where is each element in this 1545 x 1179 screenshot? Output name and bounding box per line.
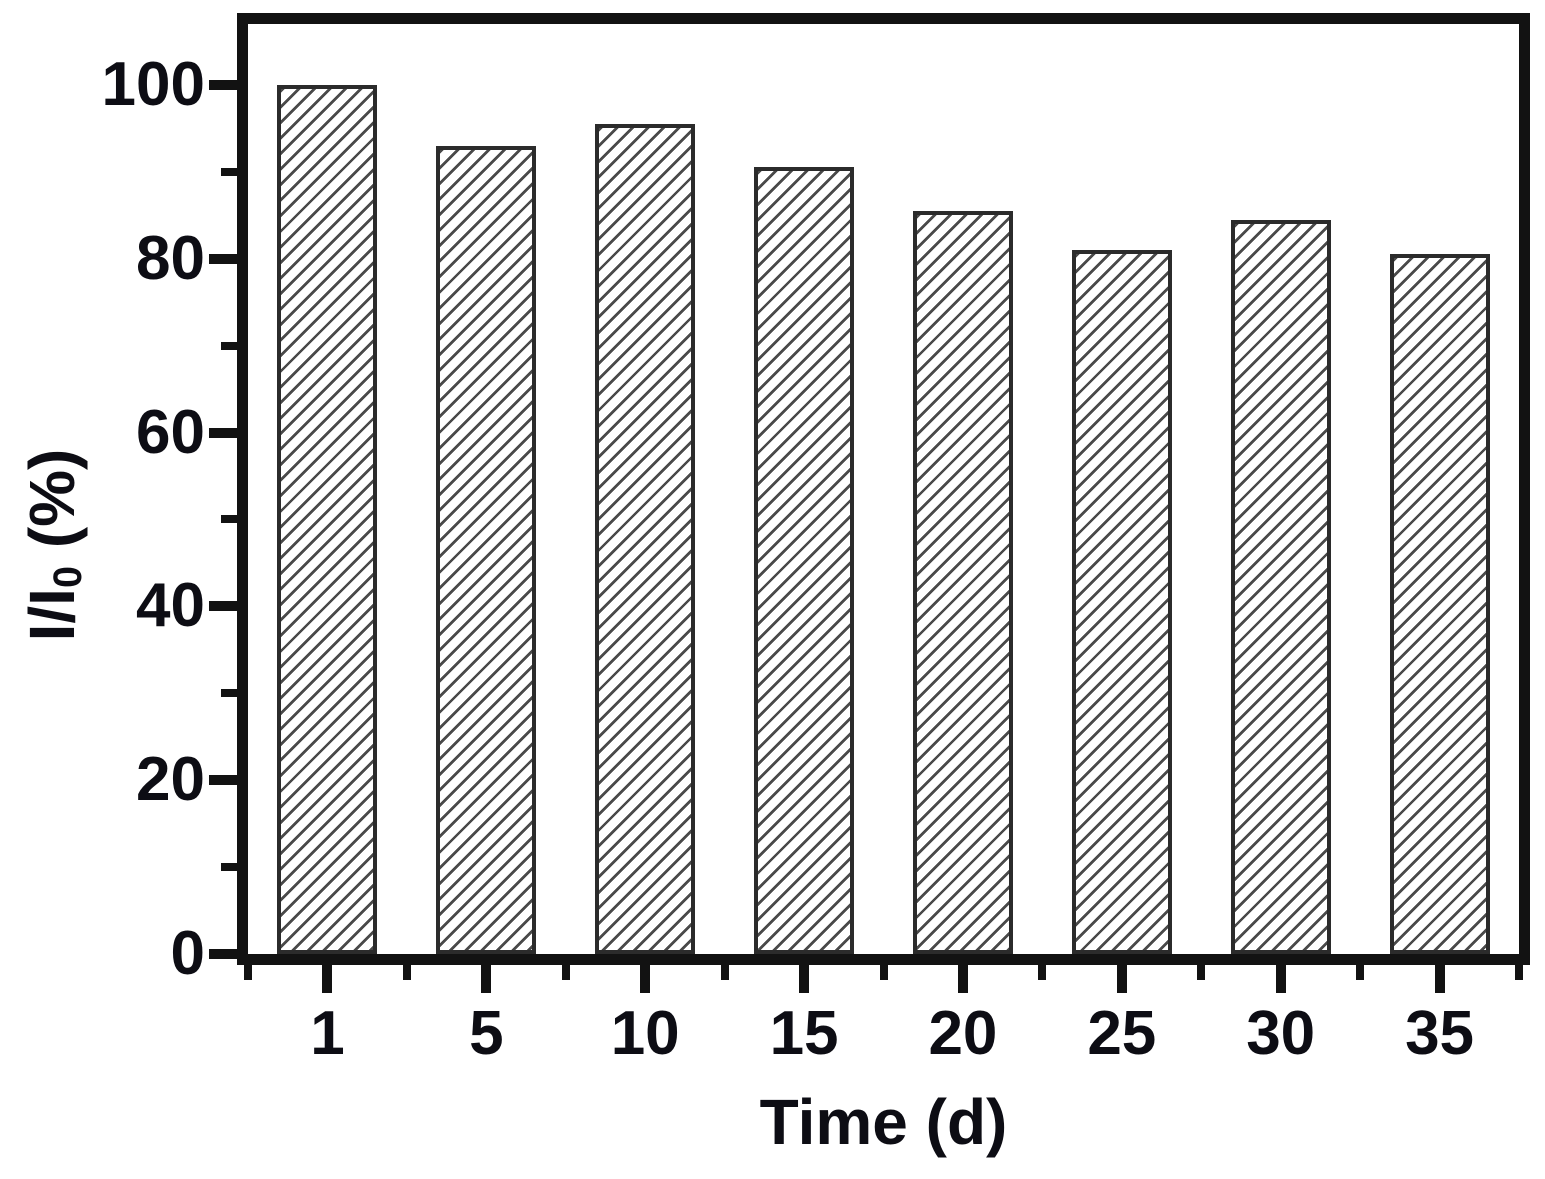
y-axis-major-tick [209, 79, 237, 90]
x-axis-minor-tick [1038, 965, 1047, 980]
y-axis-major-tick [209, 949, 237, 959]
x-axis-minor-tick [1197, 965, 1206, 980]
x-axis-minor-tick [561, 965, 570, 980]
x-axis-minor-tick [1356, 965, 1365, 980]
y-axis-tick-label: 0 [170, 919, 205, 988]
bar-day-5 [436, 145, 537, 954]
y-axis-minor-tick [221, 341, 237, 350]
y-axis-tick-label: 60 [136, 397, 205, 467]
x-axis-tick-label: 15 [769, 999, 839, 1068]
x-axis-tick-label: 10 [610, 999, 680, 1068]
x-axis-major-tick [1434, 965, 1445, 993]
x-axis-tick-label: 5 [469, 999, 504, 1068]
x-axis-tick-label: 20 [928, 999, 998, 1068]
y-axis-major-tick [209, 427, 237, 438]
y-axis-major-tick [209, 601, 237, 612]
x-axis-major-tick [481, 965, 492, 993]
x-axis-tick-label: 35 [1405, 999, 1475, 1068]
y-axis-minor-tick [221, 689, 237, 698]
bar-day-1 [277, 84, 378, 954]
bar-day-30 [1230, 219, 1331, 954]
y-axis-tick-label: 80 [136, 223, 205, 293]
x-axis-major-tick [322, 965, 333, 993]
y-axis-major-tick [209, 253, 237, 264]
x-axis-minor-tick [1515, 965, 1523, 980]
x-axis-major-tick [640, 965, 651, 993]
x-axis-major-tick [957, 965, 968, 993]
y-axis-title-suffix: (%) [16, 448, 88, 566]
x-axis-minor-tick [879, 965, 888, 980]
y-axis-tick-label: 20 [136, 745, 205, 815]
x-axis-tick-label: 30 [1246, 999, 1316, 1068]
x-axis-tick-label: 1 [310, 999, 345, 1068]
bar-day-25 [1071, 249, 1172, 954]
y-axis-minor-tick [221, 863, 237, 872]
y-axis-tick-label: 40 [136, 571, 205, 641]
x-axis-tick-label: 25 [1087, 999, 1157, 1068]
y-axis-tick-label: 100 [101, 49, 205, 119]
x-axis-major-tick [1275, 965, 1286, 993]
x-axis-minor-tick [244, 965, 252, 980]
bar-day-15 [754, 167, 855, 954]
bar-day-20 [912, 210, 1013, 954]
y-axis-major-tick [209, 775, 237, 786]
y-axis-minor-tick [221, 167, 237, 176]
x-axis-title: Time (d) [759, 1086, 1008, 1158]
x-axis-minor-tick [402, 965, 411, 980]
y-axis-minor-tick [221, 515, 237, 524]
x-axis-major-tick [1116, 965, 1127, 993]
x-axis-major-tick [799, 965, 810, 993]
bar-day-35 [1389, 254, 1490, 954]
x-axis-minor-tick [720, 965, 729, 980]
bar-day-10 [595, 123, 696, 954]
plot-area [237, 13, 1530, 965]
